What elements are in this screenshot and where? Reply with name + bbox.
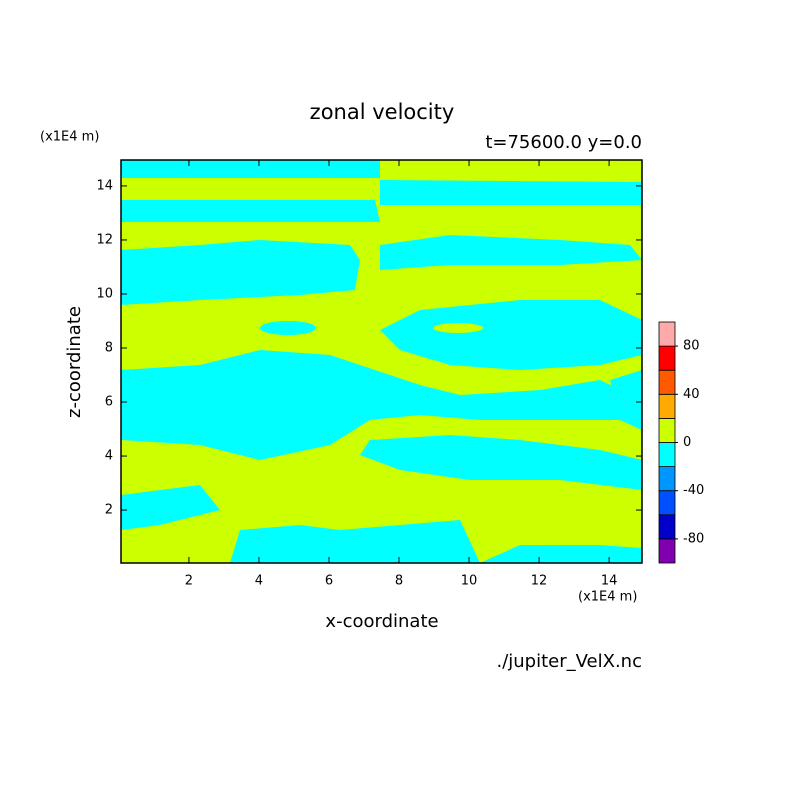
x-tick-label: 4 (255, 574, 263, 589)
contour-region (121, 240, 360, 305)
y-axis-label: z-coordinate (64, 306, 85, 418)
colorbar-segment (658, 393, 676, 419)
chart-subtitle: t=75600.0 y=0.0 (485, 132, 642, 153)
source-file: ./jupiter_VelX.nc (496, 651, 642, 672)
colorbar-tick-label: 40 (683, 387, 700, 402)
x-tick-label: 14 (601, 574, 618, 589)
contour-region (121, 200, 380, 222)
y-tick-label: 12 (96, 232, 113, 247)
contour-region (480, 545, 642, 563)
chart-title: zonal velocity (310, 100, 455, 124)
colorbar-segment (658, 538, 676, 564)
y-tick-label: 14 (96, 178, 113, 193)
y-unit: (x1E4 m) (40, 130, 99, 145)
contour-region (380, 300, 642, 370)
colorbar-segment (658, 321, 676, 347)
x-tick-label: 10 (461, 574, 478, 589)
contour-region (380, 235, 642, 270)
x-axis-label: x-coordinate (325, 611, 438, 632)
y-tick-label: 2 (105, 503, 113, 518)
colorbar-tick-label: -40 (683, 483, 704, 498)
contour-field (121, 160, 642, 563)
contour-region (360, 435, 642, 490)
contour-region (260, 321, 316, 335)
contour-region (121, 485, 220, 530)
x-tick-label: 8 (395, 574, 403, 589)
contour-region (230, 520, 480, 563)
colorbar-segment (658, 514, 676, 540)
colorbar-tick-label: 80 (683, 339, 700, 354)
plot-frame (120, 159, 643, 564)
contour-region (121, 160, 380, 178)
x-tick-label: 12 (531, 574, 548, 589)
colorbar-segment (658, 417, 676, 443)
y-tick-label: 8 (105, 340, 113, 355)
contour-region (380, 180, 642, 205)
x-unit: (x1E4 m) (578, 590, 637, 605)
y-tick-label: 4 (105, 449, 113, 464)
x-tick-label: 2 (185, 574, 193, 589)
contour-region (121, 350, 642, 460)
y-tick-label: 10 (96, 286, 113, 301)
colorbar-tick-label: -80 (683, 531, 704, 546)
colorbar-segment (658, 345, 676, 371)
colorbar-tick-label: 0 (683, 435, 691, 450)
colorbar-segment (658, 466, 676, 492)
colorbar-segment (658, 442, 676, 468)
y-tick-label: 6 (105, 395, 113, 410)
x-tick-label: 6 (325, 574, 333, 589)
contour-region (433, 323, 483, 333)
colorbar-segment (658, 369, 676, 395)
colorbar-segment (658, 490, 676, 516)
contour-region (610, 370, 642, 430)
